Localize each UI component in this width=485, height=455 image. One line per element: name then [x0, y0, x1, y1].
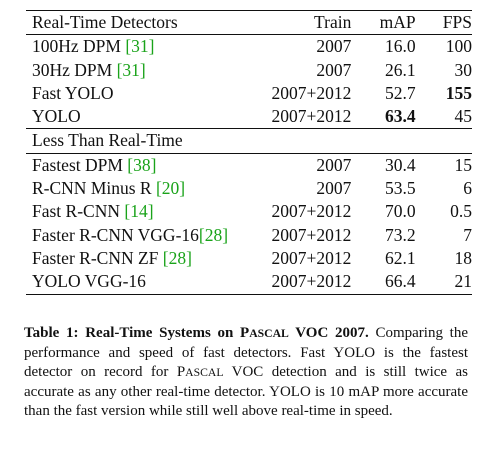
map-cell-best: 63.4 [351, 105, 416, 130]
table-row: R-CNN Minus R [20] 2007 53.5 6 [26, 177, 472, 200]
method-cell: 100Hz DPM [31] [26, 35, 251, 59]
train-cell: 2007 [316, 154, 352, 175]
method-cell: Fast YOLO [26, 82, 251, 105]
fps-cell: 6 [463, 178, 472, 199]
map-cell: 26.1 [385, 59, 416, 80]
citation-ref: [38] [127, 154, 157, 175]
caption-text: P [176, 364, 186, 381]
method-cell: Faster R-CNN ZF [28] [26, 247, 251, 270]
caption-text: VOC detection and is still twice as accu… [24, 364, 468, 420]
caption-title: Real-Time Systems on PASCAL VOC 2007. [79, 325, 369, 341]
method-name: Fast YOLO [32, 82, 114, 103]
method-name: 30Hz DPM [32, 59, 117, 80]
table-row: Fast R-CNN [14] 2007+2012 70.0 0.5 [26, 200, 472, 223]
map-cell: 30.4 [385, 154, 416, 175]
citation-ref: [31] [125, 36, 155, 57]
map-cell: 66.4 [351, 270, 416, 295]
fps-cell-best: 155 [445, 82, 472, 103]
map-cell: 53.5 [385, 178, 416, 199]
section-header-row: Less Than Real-Time [26, 128, 472, 154]
train-cell: 2007+2012 [250, 105, 352, 130]
method-cell: YOLO VGG-16 [26, 270, 251, 295]
train-cell: 2007 [316, 59, 352, 80]
fps-cell: 7 [463, 224, 472, 245]
citation-ref: [28] [162, 247, 192, 268]
method-cell: Faster R-CNN VGG-16[28] [26, 224, 251, 247]
fps-cell: 21 [415, 270, 472, 295]
method-name: Faster R-CNN VGG-16 [32, 224, 199, 245]
section-label: Less Than Real-Time [26, 128, 472, 154]
table-row: YOLO VGG-16 2007+2012 66.4 21 [26, 270, 472, 295]
fps-cell: 18 [454, 247, 473, 268]
map-cell: 70.0 [385, 201, 416, 222]
citation-ref: [14] [124, 201, 154, 222]
fps-cell: 45 [415, 105, 472, 130]
header-train: Train [250, 9, 352, 36]
train-cell: 2007+2012 [250, 270, 352, 295]
table-row: 30Hz DPM [31] 2007 26.1 30 [26, 59, 472, 82]
caption-text: Comparing the performance and speed of f… [24, 325, 468, 381]
map-cell: 73.2 [385, 224, 416, 245]
method-cell: Fast R-CNN [14] [26, 200, 251, 223]
table-row: Fastest DPM [38] 2007 30.4 15 [26, 153, 472, 177]
train-cell: 2007+2012 [271, 224, 352, 245]
header-method: Real-Time Detectors [26, 9, 251, 36]
caption-title-part: ASCAL [249, 327, 289, 340]
table-header-row: Real-Time Detectors Train mAP FPS [26, 9, 472, 36]
map-cell: 16.0 [385, 36, 416, 57]
train-cell: 2007+2012 [271, 201, 352, 222]
method-name: YOLO VGG-16 [32, 271, 146, 292]
train-cell: 2007 [316, 36, 352, 57]
citation-ref: [28] [198, 224, 229, 245]
fps-cell: 30 [454, 59, 473, 80]
caption-label: Table 1: [24, 325, 79, 341]
method-cell: R-CNN Minus R [20] [26, 177, 251, 200]
caption-title-part: VOC 2007. [288, 325, 369, 341]
header-map: mAP [351, 9, 416, 36]
map-cell: 52.7 [385, 82, 416, 103]
caption-text: ASCAL [185, 366, 224, 380]
citation-ref: [20] [155, 178, 186, 199]
fps-cell: 0.5 [450, 201, 472, 222]
results-table: Real-Time Detectors Train mAP FPS 100Hz … [26, 9, 472, 295]
method-cell: 30Hz DPM [31] [26, 59, 251, 82]
header-fps: FPS [415, 9, 472, 36]
caption-title-part: P [240, 325, 250, 341]
table-row: YOLO 2007+2012 63.4 45 [26, 105, 472, 130]
train-cell: 2007+2012 [271, 82, 352, 103]
table-row: Fast YOLO 2007+2012 52.7 155 [26, 82, 472, 105]
fps-cell: 100 [445, 36, 472, 57]
map-cell: 62.1 [385, 247, 416, 268]
method-name: Fastest DPM [32, 154, 128, 175]
table-row: Faster R-CNN ZF [28] 2007+2012 62.1 18 [26, 247, 472, 270]
table-row: 100Hz DPM [31] 2007 16.0 100 [26, 35, 472, 59]
fps-cell: 15 [454, 154, 473, 175]
method-name: Faster R-CNN ZF [32, 247, 163, 268]
method-name: R-CNN Minus R [32, 178, 156, 199]
citation-ref: [31] [116, 59, 146, 80]
method-name: 100Hz DPM [32, 36, 126, 57]
train-cell: 2007+2012 [271, 247, 352, 268]
method-name: YOLO [32, 106, 81, 127]
caption-title-part: Real-Time Systems on [78, 325, 241, 341]
method-cell: Fastest DPM [38] [26, 153, 251, 177]
table-caption: Table 1: Real-Time Systems on PASCAL VOC… [24, 324, 468, 422]
method-name: Fast R-CNN [32, 201, 125, 222]
table-row: Faster R-CNN VGG-16[28] 2007+2012 73.2 7 [26, 224, 472, 247]
method-cell: YOLO [26, 105, 251, 130]
train-cell: 2007 [316, 178, 352, 199]
